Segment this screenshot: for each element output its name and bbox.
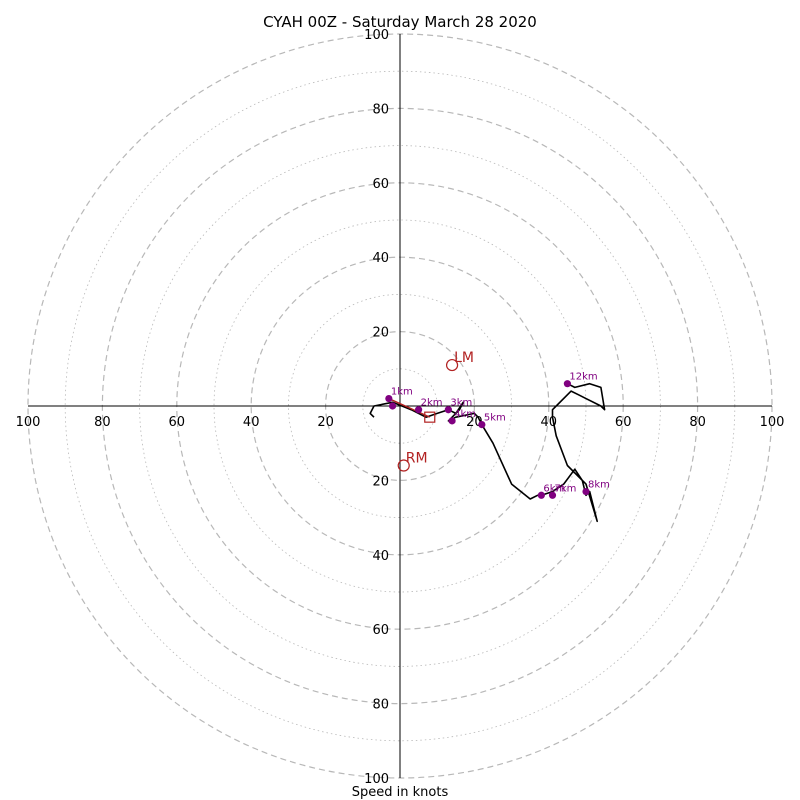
height-marker-label: 8km (588, 480, 610, 491)
x-tick-label: 100 (16, 415, 41, 430)
x-axis-label: Speed in knots (352, 785, 449, 800)
height-marker (537, 491, 545, 499)
y-tick-label: 100 (364, 28, 389, 43)
height-marker (385, 394, 393, 403)
y-tick-label: 60 (372, 623, 389, 638)
height-marker (582, 487, 590, 496)
storm-motion-label: RM (406, 451, 428, 467)
height-marker-label: 4km (454, 409, 476, 420)
height-marker-label: 5km (484, 413, 506, 424)
x-tick-label: 80 (94, 415, 111, 430)
height-marker (448, 417, 456, 425)
mean-wind-vector (388, 397, 431, 418)
height-marker (388, 402, 397, 410)
x-tick-label: 80 (689, 415, 706, 430)
height-marker (415, 406, 423, 414)
height-marker-label: 7km (555, 483, 577, 494)
y-tick-label: 100 (364, 772, 389, 787)
storm-motion-label: LM (454, 350, 474, 366)
height-marker-label: 2km (421, 398, 443, 409)
y-tick-label: 40 (372, 549, 389, 564)
x-tick-label: 100 (760, 415, 785, 430)
chart-title: CYAH 00Z - Saturday March 28 2020 (263, 13, 537, 31)
y-tick-label: 20 (372, 326, 389, 341)
x-tick-label: 40 (243, 415, 260, 430)
y-tick-label: 80 (372, 698, 389, 713)
y-tick-label: 40 (372, 251, 389, 266)
height-marker (478, 421, 486, 429)
height-marker (563, 380, 572, 388)
height-marker-label: 6km (543, 483, 565, 494)
x-tick-label: 20 (317, 415, 334, 430)
tick-labels: 100 80 60 40 20 20 40 60 80 100100806040202040608… (16, 28, 785, 787)
x-tick-label: 60 (615, 415, 632, 430)
y-tick-label: 80 (372, 102, 389, 117)
y-tick-label: 20 (372, 474, 389, 489)
height-marker (444, 406, 452, 414)
height-marker-label: 1km (391, 387, 413, 398)
storm-motion-circle (397, 459, 410, 472)
storm-motion-markers: LM RM (388, 350, 474, 472)
height-marker (548, 491, 557, 499)
height-marker-label: 3km (450, 398, 472, 409)
y-tick-label: 60 (372, 177, 389, 192)
storm-motion-circle (445, 358, 459, 372)
mean-wind-marker (424, 411, 436, 423)
x-tick-label: 60 (169, 415, 186, 430)
height-marker-label: 12km (569, 372, 597, 383)
